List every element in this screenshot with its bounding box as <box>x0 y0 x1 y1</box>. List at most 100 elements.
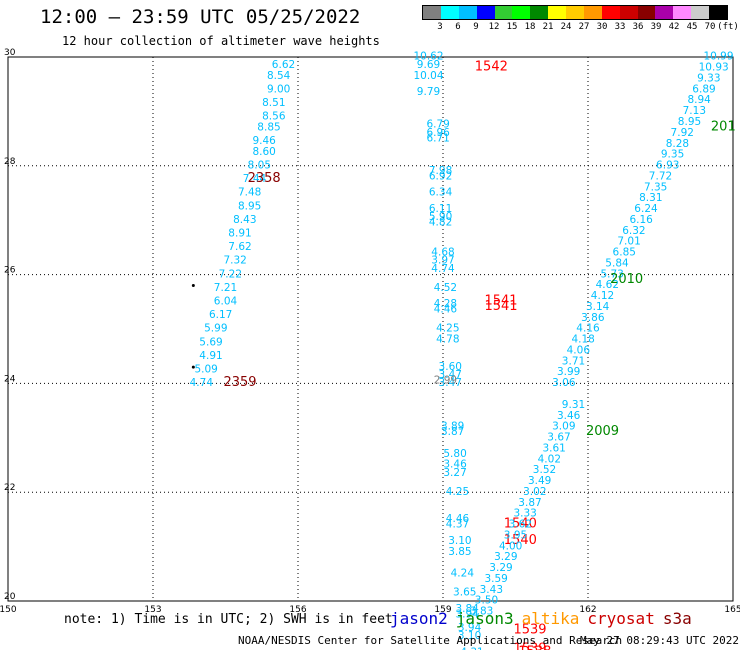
footer-note: note: 1) Time is in UTC; 2) SWH is in fe… <box>64 612 393 627</box>
page-title: 12:00 – 23:59 UTC 05/25/2022 <box>40 6 361 28</box>
legend-swatch <box>655 6 674 19</box>
plot-frame <box>7 56 734 602</box>
wave-height-point: 3.47 <box>439 377 462 389</box>
wave-height-point: 9.33 <box>697 72 720 84</box>
wave-height-point: 3.65 <box>453 587 476 599</box>
time-label: 1542 <box>475 60 508 75</box>
legend-label: 21 <box>542 22 554 32</box>
x-tick-label: 156 <box>289 605 306 615</box>
wave-height-point: 3.67 <box>547 432 570 444</box>
wave-height-point: 6.11 <box>429 203 452 215</box>
y-tick-label: 28 <box>4 157 16 167</box>
wave-height-point: 7.22 <box>219 268 242 280</box>
legend-swatch <box>691 6 709 19</box>
legend-label: 42 <box>668 22 680 32</box>
legend-label: 30 <box>596 22 608 32</box>
wave-height-point: 3.94 <box>458 622 482 634</box>
time-label: 1539 <box>513 642 546 650</box>
wave-height-point: 4.02 <box>538 453 561 465</box>
wave-height-point: 9.69 <box>417 59 440 71</box>
y-tick-label: 30 <box>4 48 16 58</box>
wave-height-point: 7.32 <box>223 255 246 267</box>
wave-height-point: 3.94 <box>455 608 479 620</box>
wave-height-point: 8.60 <box>252 146 275 158</box>
wave-height-point: 10.99 <box>703 51 733 63</box>
wave-height-point: 4.74 <box>190 377 214 389</box>
legend-label: 45 <box>686 22 698 32</box>
wave-height-point: 4.74 <box>431 263 455 275</box>
legend-label: 6 <box>455 22 461 32</box>
time-label: 1538 <box>518 644 551 650</box>
y-tick-label: 20 <box>4 592 16 602</box>
wave-height-point: 6.79 <box>426 119 449 131</box>
wave-height-point: 8.51 <box>262 97 285 109</box>
legend-label: 12 <box>488 22 500 32</box>
wave-height-point: 7.44 <box>243 173 267 185</box>
track-dot <box>191 365 195 369</box>
time-label: 2009 <box>586 424 619 439</box>
wave-height-point: 3.06 <box>552 377 576 389</box>
legend-label: 24 <box>560 22 572 32</box>
wave-height-point: 4.16 <box>576 323 600 335</box>
wave-height-point: 6.71 <box>426 132 449 144</box>
legend-swatch <box>530 6 549 19</box>
mission-jason3: jason3 <box>455 609 514 628</box>
y-tick-label: 26 <box>4 266 16 276</box>
wave-height-point: 8.28 <box>666 138 689 150</box>
wave-height-point: 4.00 <box>499 540 522 552</box>
x-tick-label: 153 <box>144 605 161 615</box>
footer-timestamp: May 27 08:29:43 UTC 2022 <box>580 634 739 647</box>
wave-height-point: 7.21 <box>214 282 237 294</box>
wave-height-point: 9.79 <box>417 86 440 98</box>
wave-height-point: 6.62 <box>272 59 295 71</box>
legend-swatch <box>476 6 495 19</box>
legend-label: 70 <box>704 22 716 32</box>
wave-height-point: 6.34 <box>429 187 453 199</box>
wave-height-point: 3.89 <box>441 421 464 433</box>
time-label: 1541 <box>484 294 517 309</box>
wave-height-point: 3.43 <box>480 584 503 596</box>
wave-height-point: 9.35 <box>661 149 684 161</box>
wave-height-point: 7.01 <box>617 236 640 248</box>
wave-height-point: 7.35 <box>644 181 667 193</box>
wave-height-point: 8.31 <box>639 192 662 204</box>
wave-height-point: 6.89 <box>692 83 715 95</box>
time-label: 1540 <box>504 517 537 532</box>
wave-height-point: 5.84 <box>605 257 629 269</box>
wave-height-point: 4.68 <box>431 247 454 259</box>
x-tick-label: 165 <box>724 605 740 615</box>
wave-height-point: 8.56 <box>262 111 286 123</box>
wave-height-point: 3.29 <box>489 562 512 574</box>
legend-swatch <box>423 6 441 19</box>
wave-height-point: 5.80 <box>443 448 466 460</box>
wave-height-point: 5.90 <box>429 211 452 223</box>
mission-cryosat: cryosat <box>587 609 655 628</box>
time-label: 1540 <box>504 533 537 548</box>
legend-label: (ft) <box>717 22 739 32</box>
wave-height-point: 9.31 <box>562 399 585 411</box>
legend-swatch <box>458 6 477 19</box>
wave-height-point: 3.84 <box>455 603 479 615</box>
time-label: 201 <box>711 119 736 134</box>
wave-height-point: 8.95 <box>678 116 701 128</box>
wave-height-point: 6.96 <box>426 127 450 139</box>
legend-swatch <box>440 6 459 19</box>
wave-height-point: 3.27 <box>443 467 466 479</box>
legend-swatch <box>673 6 692 19</box>
wave-height-point: 3.29 <box>494 551 517 563</box>
legend-swatch <box>601 6 620 19</box>
legend-label: 39 <box>650 22 662 32</box>
wave-height-point: 5.09 <box>194 364 217 376</box>
mission-altika: altika <box>521 609 580 628</box>
time-label: 1539 <box>513 623 546 638</box>
legend-swatch <box>619 6 638 19</box>
wave-height-point: 6.04 <box>214 296 238 308</box>
legend-label: 15 <box>506 22 518 32</box>
time-label: 2010 <box>610 272 643 287</box>
legend-label: 9 <box>473 22 479 32</box>
wave-height-point: 3.09 <box>552 421 575 433</box>
legend-swatch <box>583 6 602 19</box>
wave-height-point: 3.10 <box>458 630 481 642</box>
wave-height-point: 9.46 <box>252 135 276 147</box>
wave-height-point: 8.95 <box>238 200 261 212</box>
